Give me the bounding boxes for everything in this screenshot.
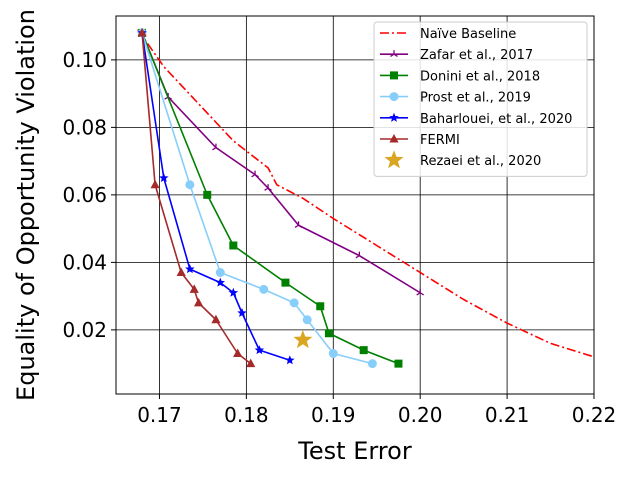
data-point	[289, 298, 299, 308]
x-tick-label: 0.21	[485, 403, 530, 427]
data-point	[228, 287, 239, 297]
series-line-donini-et-al-2018	[141, 32, 399, 365]
data-point	[294, 221, 303, 229]
data-point	[203, 190, 212, 199]
data-point	[137, 27, 147, 37]
data-point	[251, 170, 259, 178]
data-point	[328, 349, 338, 358]
legend-item: Baharlouei, et al., 2020	[380, 112, 572, 127]
plot-frame	[115, 15, 595, 395]
data-point	[264, 184, 272, 191]
series-line-na-ve-baseline	[137, 29, 595, 358]
data-point	[259, 284, 269, 294]
x-tick-label: 0.18	[224, 403, 269, 427]
data-point	[254, 345, 265, 355]
legend-marker	[384, 150, 404, 169]
series-line-baharlouei-et-al-2020	[141, 32, 291, 362]
legend-marker	[390, 71, 398, 80]
x-axis-ticks: 0.17 0.18 0.19 0.20 0.21 0.22	[137, 394, 616, 427]
x-tick-label: 0.22	[572, 403, 617, 427]
legend-label: Rezaei et al., 2020	[420, 154, 541, 169]
legend-item: Naïve Baseline	[380, 27, 516, 42]
data-point	[233, 348, 243, 357]
y-tick-label: 0.08	[62, 115, 107, 139]
series-prost-et-al-2019	[137, 28, 377, 369]
series-line-prost-et-al-2019	[141, 32, 373, 365]
legend: Naïve Baseline Zafar et al., 2017 Donini e…	[373, 21, 588, 177]
data-point	[193, 297, 204, 307]
legend-label: Baharlouei, et al., 2020	[420, 112, 572, 127]
data-point	[237, 308, 247, 318]
legend-item: Prost et al., 2019	[380, 91, 531, 106]
data-point	[185, 264, 195, 274]
legend-box	[373, 21, 588, 177]
legend-marker	[389, 92, 399, 102]
y-tick-label: 0.10	[62, 48, 107, 72]
data-point	[176, 267, 186, 276]
legend-label: Naïve Baseline	[420, 27, 516, 42]
data-point	[189, 284, 199, 293]
series-line-fermi	[141, 32, 252, 365]
data-point	[159, 173, 169, 183]
x-tick-label: 0.17	[137, 403, 182, 427]
y-axis-label: Equality of Opportunity Violation	[12, 9, 40, 401]
legend-label: Donini et al., 2018	[420, 69, 540, 84]
data-point	[215, 277, 226, 287]
data-point	[211, 314, 221, 324]
legend-label: Zafar et al., 2017	[420, 48, 533, 63]
y-tick-label: 0.02	[62, 318, 107, 342]
series-rezaei-et-al-2020	[293, 330, 313, 349]
x-tick-label: 0.20	[398, 403, 443, 427]
series-fermi	[137, 27, 256, 368]
data-point	[150, 179, 160, 189]
data-point	[355, 251, 364, 259]
data-point	[394, 359, 403, 368]
legend-item: Zafar et al., 2017	[380, 48, 533, 63]
legend-marker	[389, 112, 399, 122]
data-point	[293, 330, 313, 349]
data-point	[229, 241, 238, 250]
legend-item: FERMI	[380, 133, 460, 148]
data-point	[367, 359, 377, 369]
data-point	[185, 180, 195, 190]
data-point	[302, 315, 312, 325]
data-point	[285, 355, 295, 365]
data-point	[281, 278, 290, 287]
series-line-zafar-et-al-2017	[141, 32, 421, 294]
legend-item: Rezaei et al., 2020	[384, 150, 541, 169]
series-layer	[137, 27, 595, 369]
data-point	[416, 288, 425, 296]
y-tick-label: 0.04	[62, 250, 107, 274]
y-axis-ticks: 0.02 0.04 0.06 0.08 0.10	[62, 48, 116, 342]
legend-label: Prost et al., 2019	[420, 91, 531, 106]
data-point	[316, 302, 325, 311]
series-na-ve-baseline	[137, 29, 595, 358]
y-tick-label: 0.06	[62, 183, 107, 207]
legend-marker	[390, 50, 398, 57]
legend-item: Donini et al., 2018	[380, 69, 540, 84]
x-axis-label: Test Error	[297, 437, 412, 465]
legend-marker	[389, 134, 399, 143]
legend-label: FERMI	[420, 133, 460, 148]
x-tick-label: 0.19	[311, 403, 356, 427]
data-point	[359, 346, 368, 355]
data-point	[246, 358, 256, 368]
data-point	[212, 143, 220, 151]
data-point	[324, 329, 333, 338]
data-point	[215, 268, 225, 277]
